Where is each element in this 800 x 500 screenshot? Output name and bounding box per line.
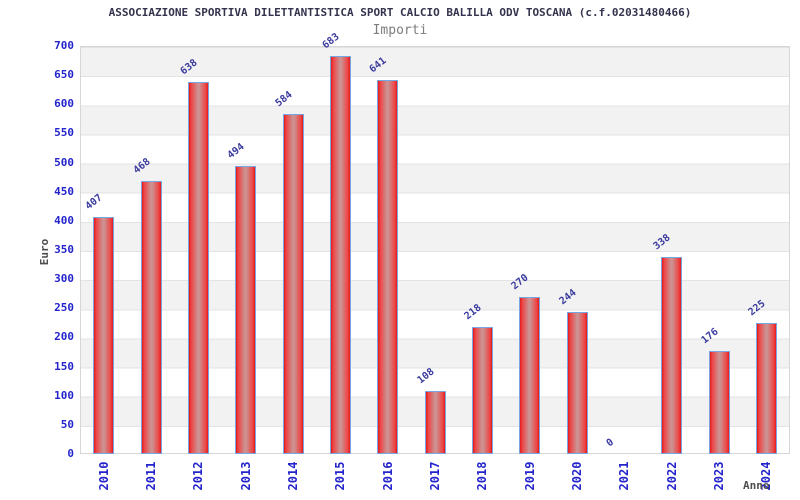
y-tick-label: 600 bbox=[54, 97, 74, 111]
bar bbox=[519, 296, 541, 454]
bar bbox=[471, 326, 493, 454]
y-axis-title: Euro bbox=[38, 238, 51, 266]
y-tick-label: 650 bbox=[54, 68, 74, 82]
y-tick-label: 550 bbox=[54, 126, 74, 140]
bar bbox=[708, 351, 730, 454]
y-tick-label: 400 bbox=[54, 213, 74, 227]
x-tick-label: 2010 bbox=[96, 461, 111, 491]
y-tick-label: 500 bbox=[54, 155, 74, 169]
x-tick-label: 2019 bbox=[522, 461, 537, 491]
chart-title: ASSOCIAZIONE SPORTIVA DILETTANTISTICA SP… bbox=[108, 6, 692, 19]
x-tick-label: 2011 bbox=[144, 461, 158, 491]
y-tick-label: 300 bbox=[54, 272, 74, 286]
y-tick-label: 350 bbox=[54, 243, 74, 256]
chart-subtitle: Importi bbox=[372, 23, 428, 38]
x-tick-label: 2021 bbox=[617, 461, 632, 491]
y-tick-label: 250 bbox=[54, 301, 74, 315]
x-tick-label: 2017 bbox=[428, 461, 442, 491]
bar bbox=[282, 113, 304, 454]
x-tick-label: 2022 bbox=[664, 461, 679, 491]
y-tick-label: 450 bbox=[54, 184, 74, 198]
y-tick-label: 200 bbox=[54, 330, 74, 344]
y-tick-label: 150 bbox=[54, 359, 74, 373]
y-tick-label: 0 bbox=[67, 447, 74, 460]
bar bbox=[187, 82, 209, 454]
x-tick-label: 2020 bbox=[570, 461, 584, 491]
bar bbox=[329, 55, 351, 454]
x-axis-title: Anno bbox=[743, 479, 770, 492]
x-tick-label: 2014 bbox=[286, 461, 300, 491]
bar bbox=[377, 80, 399, 454]
bar bbox=[93, 216, 115, 454]
x-tick-label: 2016 bbox=[380, 461, 395, 491]
x-tick-label: 2023 bbox=[712, 461, 726, 491]
bar bbox=[566, 311, 588, 454]
y-tick-label: 100 bbox=[54, 388, 74, 402]
bar bbox=[424, 391, 446, 454]
x-tick-label: 2013 bbox=[238, 461, 253, 491]
bar bbox=[755, 322, 777, 454]
x-tick-label: 2012 bbox=[191, 461, 206, 491]
bar bbox=[235, 166, 257, 454]
x-tick-label: 2018 bbox=[475, 461, 490, 491]
x-tick-label: 2015 bbox=[333, 461, 348, 491]
bar bbox=[661, 256, 683, 454]
bar bbox=[140, 181, 162, 454]
y-tick-label: 50 bbox=[60, 417, 74, 431]
y-tick-label: 700 bbox=[54, 39, 74, 52]
